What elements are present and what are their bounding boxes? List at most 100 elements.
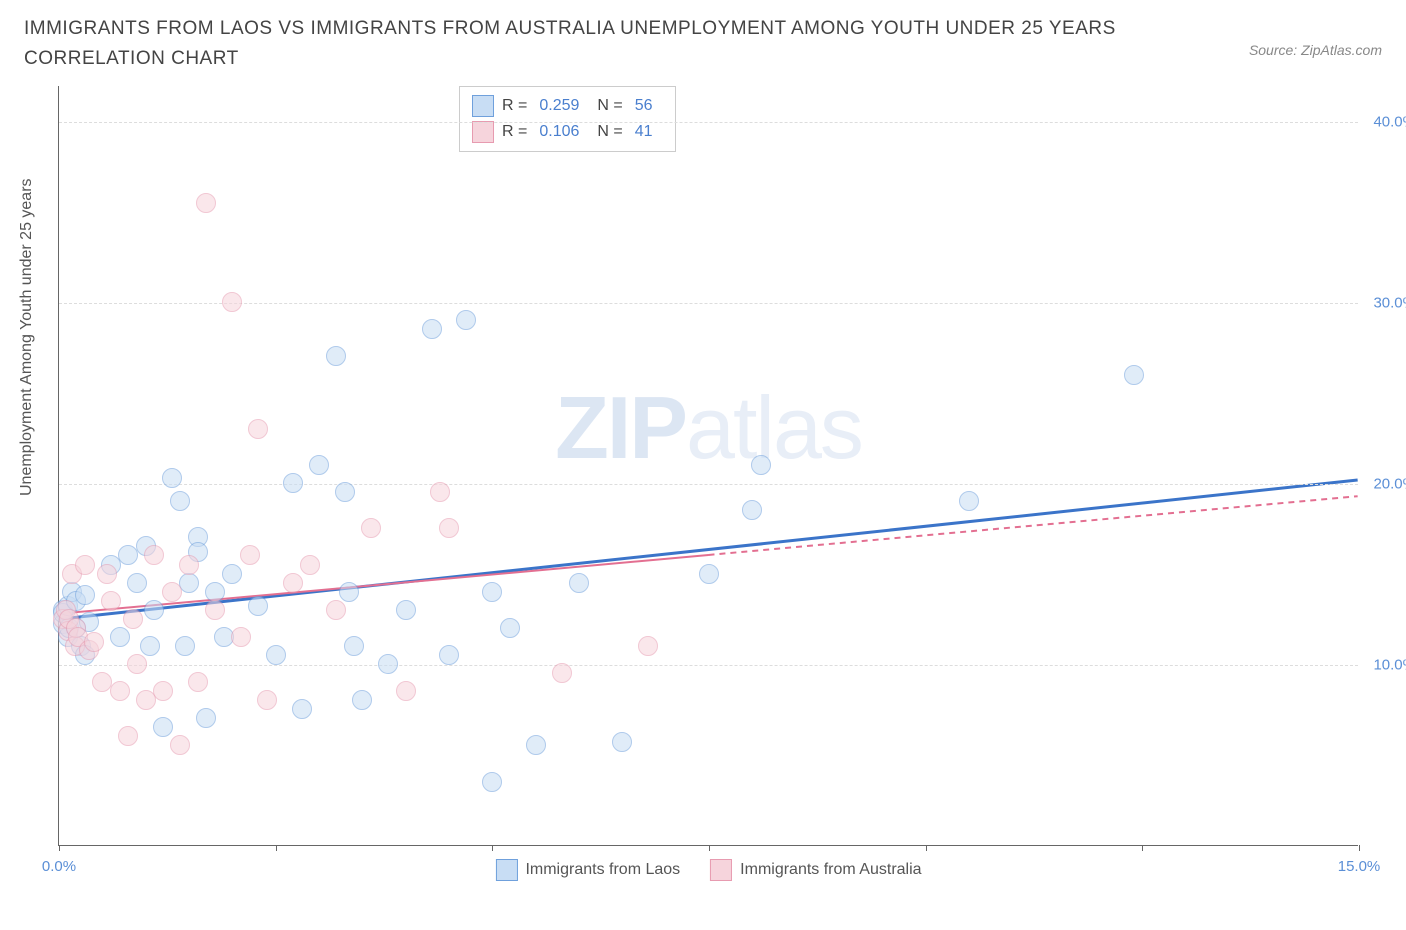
data-point <box>552 663 572 683</box>
data-point <box>127 654 147 674</box>
chart-title: IMMIGRANTS FROM LAOS VS IMMIGRANTS FROM … <box>24 14 1154 75</box>
r-value: 0.106 <box>539 123 579 141</box>
data-point <box>205 582 225 602</box>
data-point <box>569 573 589 593</box>
data-point <box>335 482 355 502</box>
data-point <box>196 708 216 728</box>
y-axis-label: Unemployment Among Youth under 25 years <box>18 178 36 496</box>
legend-swatch <box>472 95 494 117</box>
data-point <box>959 491 979 511</box>
n-label: N = <box>597 97 622 115</box>
y-tick-label: 10.0% <box>1373 657 1406 674</box>
data-point <box>257 690 277 710</box>
trend-lines <box>59 86 1358 845</box>
data-point <box>144 600 164 620</box>
data-point <box>439 518 459 538</box>
data-point <box>175 636 195 656</box>
legend-stats-row: R = 0.259 N = 56 <box>472 93 663 119</box>
data-point <box>222 292 242 312</box>
source-attribution: Source: ZipAtlas.com <box>1249 42 1382 58</box>
data-point <box>170 735 190 755</box>
series-legend: Immigrants from Laos Immigrants from Aust… <box>495 859 921 881</box>
data-point <box>101 591 121 611</box>
data-point <box>361 518 381 538</box>
data-point <box>309 455 329 475</box>
legend-swatch <box>495 859 517 881</box>
data-point <box>266 645 286 665</box>
grid-line <box>59 122 1358 123</box>
data-point <box>162 468 182 488</box>
plot-region: ZIPatlas R =0.259N =56R =0.106N =41 Immi… <box>58 86 1358 846</box>
data-point <box>396 681 416 701</box>
r-label: R = <box>502 123 527 141</box>
data-point <box>162 582 182 602</box>
data-point <box>153 681 173 701</box>
legend-item: Immigrants from Australia <box>710 859 921 881</box>
data-point <box>482 772 502 792</box>
y-tick-label: 30.0% <box>1373 295 1406 312</box>
x-tick <box>926 845 927 851</box>
legend-label: Immigrants from Laos <box>525 861 680 879</box>
data-point <box>300 555 320 575</box>
data-point <box>231 627 251 647</box>
legend-swatch <box>472 121 494 143</box>
data-point <box>430 482 450 502</box>
data-point <box>751 455 771 475</box>
legend-swatch <box>710 859 732 881</box>
data-point <box>222 564 242 584</box>
legend-item: Immigrants from Laos <box>495 859 680 881</box>
data-point <box>378 654 398 674</box>
data-point <box>612 732 632 752</box>
stats-legend: R =0.259N =56R =0.106N =41 <box>459 86 676 152</box>
data-point <box>422 319 442 339</box>
x-tick <box>59 845 60 851</box>
data-point <box>526 735 546 755</box>
x-tick <box>1142 845 1143 851</box>
x-tick <box>709 845 710 851</box>
data-point <box>742 500 762 520</box>
data-point <box>205 600 225 620</box>
r-label: R = <box>502 97 527 115</box>
data-point <box>326 600 346 620</box>
r-value: 0.259 <box>539 97 579 115</box>
data-point <box>482 582 502 602</box>
grid-line <box>59 484 1358 485</box>
x-tick-label: 15.0% <box>1338 858 1381 875</box>
data-point <box>326 346 346 366</box>
n-value: 41 <box>635 123 653 141</box>
chart-area: Unemployment Among Youth under 25 years … <box>0 76 1406 896</box>
data-point <box>140 636 160 656</box>
data-point <box>110 627 130 647</box>
data-point <box>248 596 268 616</box>
data-point <box>97 564 117 584</box>
data-point <box>196 193 216 213</box>
data-point <box>127 573 147 593</box>
data-point <box>292 699 312 719</box>
x-tick <box>1359 845 1360 851</box>
watermark: ZIPatlas <box>555 377 862 479</box>
n-value: 56 <box>635 97 653 115</box>
data-point <box>153 717 173 737</box>
y-tick-label: 40.0% <box>1373 114 1406 131</box>
data-point <box>344 636 364 656</box>
data-point <box>283 473 303 493</box>
data-point <box>456 310 476 330</box>
data-point <box>352 690 372 710</box>
data-point <box>144 545 164 565</box>
data-point <box>188 672 208 692</box>
data-point <box>396 600 416 620</box>
data-point <box>118 726 138 746</box>
grid-line <box>59 665 1358 666</box>
data-point <box>699 564 719 584</box>
x-tick-label: 0.0% <box>42 858 76 875</box>
data-point <box>240 545 260 565</box>
data-point <box>179 555 199 575</box>
data-point <box>500 618 520 638</box>
data-point <box>170 491 190 511</box>
data-point <box>1124 365 1144 385</box>
data-point <box>439 645 459 665</box>
data-point <box>75 555 95 575</box>
data-point <box>179 573 199 593</box>
data-point <box>123 609 143 629</box>
x-tick <box>492 845 493 851</box>
